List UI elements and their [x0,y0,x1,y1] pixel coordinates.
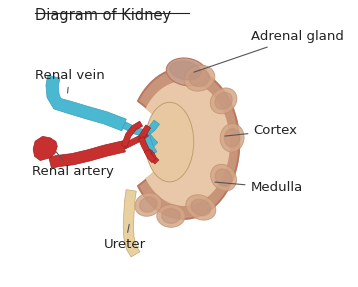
Ellipse shape [166,58,207,86]
Polygon shape [138,68,239,219]
Polygon shape [49,141,125,168]
Text: Cortex: Cortex [225,124,297,137]
Polygon shape [46,75,126,131]
Ellipse shape [145,102,194,182]
Ellipse shape [224,129,240,147]
Ellipse shape [215,169,232,186]
Polygon shape [142,133,157,155]
Polygon shape [143,120,160,136]
Polygon shape [139,137,153,156]
Ellipse shape [210,88,237,114]
Ellipse shape [184,65,215,91]
Text: Ureter: Ureter [104,224,146,251]
Text: Diagram of Kidney: Diagram of Kidney [35,9,171,24]
Polygon shape [143,131,158,147]
Ellipse shape [162,209,180,223]
Polygon shape [33,136,57,160]
Text: Renal artery: Renal artery [32,151,113,179]
Ellipse shape [186,195,216,220]
Text: Renal vein: Renal vein [35,69,104,93]
Ellipse shape [140,197,157,212]
Polygon shape [123,131,149,149]
Polygon shape [121,121,142,147]
Polygon shape [122,122,146,137]
Ellipse shape [211,164,237,191]
Ellipse shape [215,92,232,109]
Polygon shape [123,190,140,257]
Ellipse shape [220,124,244,152]
Text: Adrenal gland: Adrenal gland [194,30,343,72]
Text: Medulla: Medulla [215,181,303,194]
Polygon shape [144,149,156,162]
Polygon shape [149,152,159,164]
Polygon shape [139,125,151,139]
Ellipse shape [157,205,185,227]
Ellipse shape [135,193,162,216]
Ellipse shape [189,70,209,87]
Ellipse shape [170,61,201,80]
Polygon shape [146,82,229,205]
Ellipse shape [191,199,211,216]
